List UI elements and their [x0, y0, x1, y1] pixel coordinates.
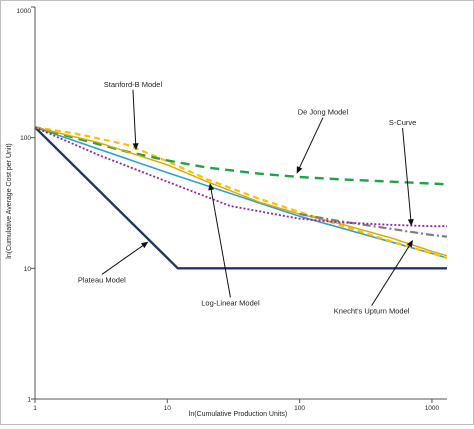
y-tick-label: 1000: [17, 8, 32, 15]
annotation-arrowhead-stanford: [132, 143, 139, 151]
annotation-arrow-plateau: [101, 244, 145, 275]
annotation-arrowhead-plateau: [140, 241, 149, 249]
annotation-label-stanford: Stanford-B Model: [104, 80, 163, 89]
annotation-arrowhead-scurve: [407, 218, 414, 227]
annotation-label-plateau: Plateau Model: [78, 275, 126, 284]
annotation-arrow-knecht: [371, 243, 411, 306]
annotation-label-scurve: S-Curve: [389, 118, 417, 127]
annotation-arrow-scurve: [402, 127, 412, 222]
annotation-arrow-loglinear: [210, 187, 231, 298]
series-line-scurve: [34, 126, 448, 257]
series-line-stanford: [34, 126, 448, 260]
y-tick-label: 10: [24, 266, 32, 273]
x-tick-label: 10: [164, 405, 172, 412]
series-layer: [34, 126, 448, 270]
annotation-arrow-dejong: [298, 117, 324, 170]
y-axis-label: ln(Cumulative Average Cost per Unit): [6, 143, 13, 258]
x-tick-label: 100: [294, 405, 305, 412]
x-tick-label: 1000: [425, 405, 440, 412]
x-tick-label: 1: [33, 405, 37, 412]
series-line-loglinear: [34, 126, 448, 259]
annotation-arrowhead-loglinear: [208, 182, 215, 191]
series-line-dejong: [34, 126, 448, 186]
y-tick-label: 100: [20, 135, 31, 142]
annotation-label-knecht: Knecht's Upturn Model: [334, 307, 410, 316]
series-line-plateau: [34, 126, 447, 270]
annotation-layer: Stanford-B Model De Jong Model S-Curve Log-…: [78, 80, 416, 316]
annotation-arrowhead-dejong: [296, 166, 303, 174]
annotation-label-loglinear: Log-Linear Model: [201, 298, 260, 307]
axes: 1 10 100 1000 1 10 100 1000: [17, 6, 447, 412]
x-axis-label: ln(Cumulative Production Units): [189, 411, 287, 418]
y-tick-label: 1: [27, 397, 31, 404]
series-line-knecht: [299, 213, 448, 238]
annotation-label-dejong: De Jong Model: [298, 108, 349, 117]
annotation-arrowhead-knecht: [406, 239, 414, 248]
annotation-arrow-stanford: [132, 89, 137, 146]
series-line-purple: [34, 126, 447, 228]
